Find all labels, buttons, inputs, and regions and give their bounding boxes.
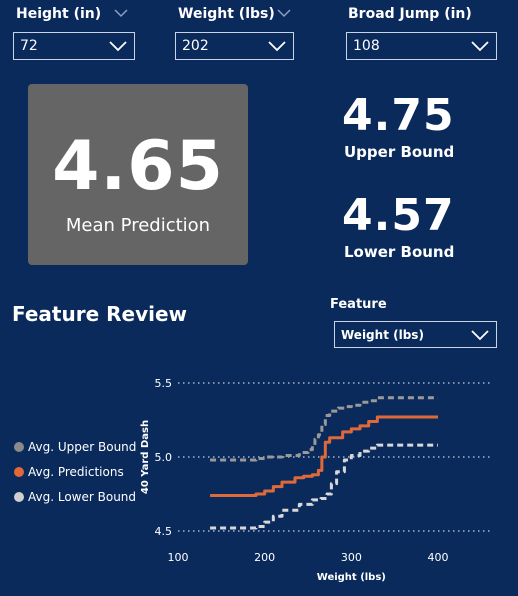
y-axis-title: 40 Yard Dash: [140, 420, 151, 494]
height-value: 72: [20, 38, 38, 54]
legend-item-predictions[interactable]: Avg. Predictions: [14, 465, 124, 479]
feature-review-title: Feature Review: [12, 302, 187, 326]
legend-marker-lower: [14, 492, 24, 502]
y-tick-label: 5.5: [155, 377, 173, 390]
chevron-down-icon: [471, 330, 489, 341]
y-tick-label: 4.5: [155, 525, 173, 538]
broad-jump-value: 108: [353, 38, 380, 54]
chevron-down-icon: [109, 41, 127, 52]
upper-bound-line: [210, 396, 438, 462]
legend-label: Avg. Predictions: [28, 465, 124, 479]
chevron-down-icon: [268, 41, 286, 52]
y-tick-label: 5.0: [155, 451, 173, 464]
mean-prediction-card: 4.65 Mean Prediction: [28, 84, 248, 265]
weight-value: 202: [182, 38, 209, 54]
chevron-down-icon[interactable]: [277, 8, 291, 18]
upper-bound-label: Upper Bound: [344, 143, 455, 161]
upper-bound-value: 4.75: [342, 90, 455, 141]
feature-dropdown[interactable]: Weight (lbs): [334, 321, 497, 348]
x-tick-label: 100: [168, 551, 189, 564]
lower-bound-value: 4.57: [342, 190, 455, 241]
x-tick-label: 400: [428, 551, 449, 564]
legend-item-upper-bound[interactable]: Avg. Upper Bound: [14, 440, 136, 454]
height-dropdown[interactable]: 72: [13, 32, 135, 60]
x-axis-title: Weight (lbs): [317, 572, 386, 583]
broad-jump-slicer-label: Broad Jump (in): [348, 6, 472, 22]
x-tick-label: 200: [254, 551, 275, 564]
lower-bound-label: Lower Bound: [344, 243, 455, 261]
legend-label: Avg. Upper Bound: [28, 440, 137, 454]
weight-dropdown[interactable]: 202: [175, 32, 294, 60]
feature-selector-label: Feature: [330, 297, 387, 312]
chevron-down-icon: [471, 41, 489, 52]
lower-bound-line: [210, 443, 438, 530]
legend-marker-upper: [14, 442, 24, 452]
mean-prediction-value: 4.65: [52, 127, 224, 206]
prediction-line: [210, 415, 438, 497]
chevron-down-icon[interactable]: [114, 8, 128, 18]
x-tick-label: 300: [341, 551, 362, 564]
feature-dropdown-value: Weight (lbs): [341, 328, 424, 342]
legend-label: Avg. Lower Bound: [28, 490, 137, 504]
mean-prediction-label: Mean Prediction: [65, 215, 211, 236]
broad-jump-dropdown[interactable]: 108: [346, 32, 497, 60]
height-slicer-label: Height (in): [16, 6, 102, 22]
legend-marker-predictions: [14, 467, 24, 477]
weight-slicer-label: Weight (lbs): [178, 6, 275, 22]
legend-item-lower-bound[interactable]: Avg. Lower Bound: [14, 490, 136, 504]
